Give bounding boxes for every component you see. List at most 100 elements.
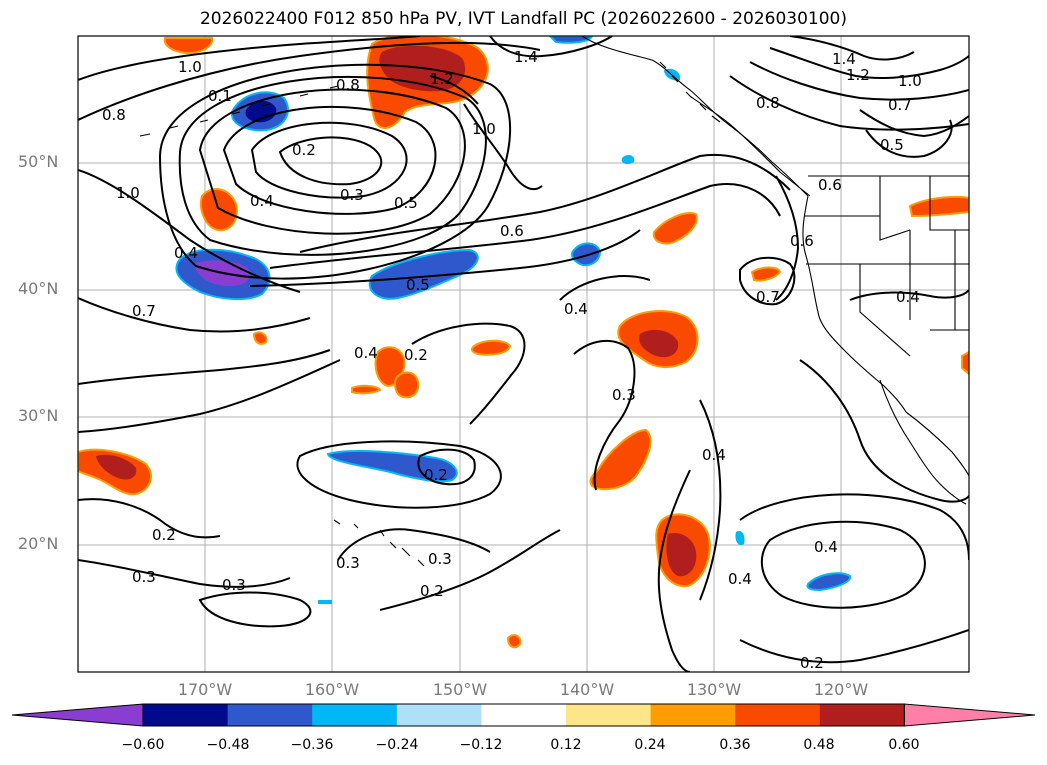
contour-label: 0.2 (420, 582, 444, 600)
contour-1.2-gulf (429, 75, 479, 105)
ca-nv-border (859, 264, 911, 357)
contour-0.3-south (337, 528, 491, 561)
pv-blob-nw (163, 37, 214, 54)
contour-label: 0.4 (896, 288, 920, 306)
contour-0.2-southwest (78, 498, 221, 539)
contour-label: 0.2 (292, 141, 316, 159)
contour-label: 0.3 (336, 554, 360, 572)
colorbar-tick: −0.60 (121, 737, 165, 753)
pv-blob-neg-120w-17n (806, 572, 852, 592)
colorbar-tick: −0.36 (290, 737, 334, 753)
contour-0.2-se (739, 629, 969, 664)
contour-0.3-se (739, 493, 969, 561)
contour-label: 0.5 (394, 194, 418, 212)
contour-0.7-west (78, 297, 311, 333)
contour-label: 0.3 (340, 186, 364, 204)
contour-label: 1.0 (178, 58, 202, 76)
contour-0.8-ne (729, 75, 969, 131)
pv-positive-shading (78, 36, 969, 649)
contour-label: 0.4 (250, 192, 274, 210)
contour-label: 0.4 (702, 446, 726, 464)
contour-0.7-coast (739, 256, 796, 306)
contour-0.5-jet (269, 183, 781, 269)
contour-label: 0.8 (756, 94, 780, 112)
contour-0.6-north (178, 75, 487, 256)
pv-blob-neg-140w-48n (621, 155, 635, 165)
contour-label: 0.2 (404, 346, 428, 364)
us-west-coast (802, 195, 907, 413)
contour-0.2-south (379, 529, 561, 611)
lon-label-140w: 140°W (559, 680, 615, 699)
contour-label: 0.5 (406, 276, 430, 294)
colorbar-tick: 0.48 (803, 737, 835, 753)
contour-label: 1.4 (514, 48, 538, 66)
se-alaska-islands (659, 61, 721, 123)
pv-negative-shading (175, 36, 852, 604)
contour-0.7-north (158, 63, 512, 280)
colorbar-segment (650, 704, 736, 726)
lon-label-170w: 170°W (177, 680, 233, 699)
contour-0.4-sw (78, 359, 341, 433)
contour-0.6-coast (775, 175, 800, 301)
aleutian-islands (139, 85, 339, 137)
pv-blob-ne (908, 196, 969, 218)
contour-0.2-central (411, 322, 526, 425)
lon-label-150w: 150°W (432, 680, 488, 699)
contour-0.4-plume-west (657, 469, 691, 672)
contour-0.3-bottom (198, 591, 312, 628)
contour-0.3-southwest (78, 559, 291, 588)
contour-0.3-far-east (799, 359, 969, 503)
contour-label: 1.2 (430, 70, 454, 88)
colorbar-segment (566, 704, 652, 726)
contour-label: 0.6 (818, 176, 842, 194)
contour-label: 1.0 (898, 72, 922, 90)
alaska-coast (581, 36, 809, 197)
contour-0.6-jet (299, 153, 791, 253)
contour-0.5-north (198, 88, 466, 235)
contour-label: 0.2 (152, 526, 176, 544)
bc-coast (689, 95, 811, 197)
lon-label-130w: 130°W (686, 680, 742, 699)
contour-label: 0.7 (756, 288, 780, 306)
contour-1.0-northwest (78, 36, 421, 81)
pv-blob-148w-36n (470, 339, 512, 356)
colorbar-tick: −0.24 (375, 737, 419, 753)
lon-label-160w: 160°W (304, 680, 360, 699)
mt-border (929, 176, 969, 231)
map-title: 2026022400 F012 850 hPa PV, IVT Landfall… (199, 9, 847, 29)
colorbar-tick: 0.36 (719, 737, 751, 753)
colorbar-segment (312, 704, 398, 726)
mexico-mainland (905, 411, 969, 477)
pv-blob-neg-142w-59n (548, 36, 594, 44)
pv-blob-158w-31n (351, 384, 382, 395)
pv-blob-neg-130w-22n (735, 530, 745, 546)
contour-0.4-north (222, 105, 437, 215)
coastlines (139, 36, 969, 567)
contour-label: 0.4 (174, 244, 198, 262)
contour-label: 0.3 (428, 550, 452, 568)
pv-blob-neg-140w-42n (571, 242, 602, 267)
contour-0.4-central (559, 275, 651, 301)
colorbar-extend-max (903, 703, 1036, 727)
contour-0.5-ne (865, 119, 953, 158)
pv-blob-east-34n (961, 350, 969, 376)
contour-label: 0.3 (222, 576, 246, 594)
lat-label-50n: 50°N (18, 152, 59, 171)
contour-1.0-west (78, 169, 301, 293)
pv-blob-145w-12n (506, 634, 522, 649)
colorbar-tick: 0.12 (550, 737, 582, 753)
map-panel: 1.0 0.8 0.1 0.2 0.3 0.4 0.5 0.6 1.0 1.2 … (77, 35, 970, 673)
pv-blob-166w-37n (252, 331, 268, 345)
pv-blob-135w-45n (652, 212, 698, 245)
pv-blob-138w-27n (589, 428, 652, 491)
contour-0.7-ne (859, 109, 969, 138)
colorbar (11, 703, 1036, 727)
pv-blob-152w-32n (394, 371, 420, 399)
colorbar-tick: 0.24 (634, 737, 666, 753)
contour-labels: 1.0 0.8 0.1 0.2 0.3 0.4 0.5 0.6 1.0 1.2 … (102, 48, 922, 672)
contour-1.4 (489, 36, 613, 58)
contour-label: 1.4 (832, 50, 856, 68)
contour-label: 0.2 (800, 654, 824, 672)
contour-label: 0.8 (336, 76, 360, 94)
colorbar-segment (227, 704, 313, 726)
